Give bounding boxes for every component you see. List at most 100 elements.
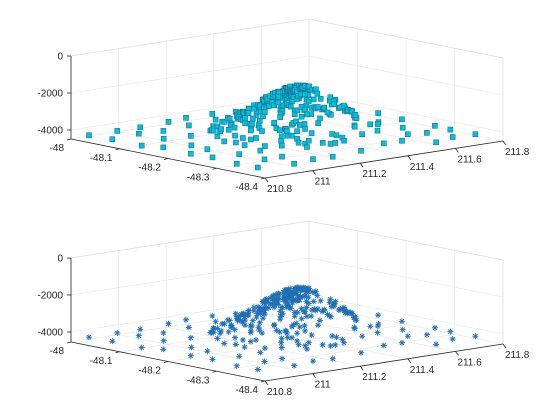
data-point <box>298 305 305 312</box>
data-point <box>269 301 276 308</box>
data-point <box>447 328 454 335</box>
data-point <box>265 103 272 109</box>
data-point <box>250 307 257 314</box>
data-point <box>329 355 336 362</box>
data-points <box>86 82 479 171</box>
data-point <box>221 320 228 327</box>
data-point <box>329 153 336 160</box>
data-point <box>253 135 259 141</box>
data-point <box>288 334 295 341</box>
data-point <box>314 305 321 312</box>
data-point <box>160 329 167 336</box>
data-point <box>160 128 167 134</box>
data-point <box>314 104 321 110</box>
data-point <box>333 334 340 341</box>
data-point <box>298 315 305 322</box>
data-point <box>137 124 143 131</box>
data-point <box>341 137 347 144</box>
y-tick-label: 211.4 <box>410 162 435 173</box>
data-point <box>221 119 228 125</box>
data-point <box>185 324 192 331</box>
data-point <box>187 334 194 341</box>
data-point <box>279 355 286 362</box>
data-point <box>367 323 374 330</box>
data-point <box>424 130 430 136</box>
seamount-scatter-plot-bottom[interactable]: -48 -48.1 -48.2 -48.3 -48.4 210.8 211 211.2 211.… <box>37 220 530 398</box>
data-point <box>186 122 192 129</box>
x-tick-label: -48.1 <box>90 356 113 367</box>
data-point <box>221 340 228 347</box>
data-point <box>236 151 242 157</box>
data-point <box>248 127 254 134</box>
data-point <box>239 336 246 343</box>
data-point <box>310 156 316 162</box>
data-point <box>433 341 440 348</box>
data-point <box>319 341 326 348</box>
data-point <box>188 133 194 139</box>
y-tick-label: 210.8 <box>267 387 292 398</box>
data-point <box>316 317 323 324</box>
data-point <box>359 131 365 137</box>
data-point <box>284 334 291 341</box>
data-point <box>308 332 315 339</box>
data-point <box>305 137 312 144</box>
data-point <box>247 329 254 336</box>
data-point <box>136 130 142 137</box>
data-point <box>352 112 359 118</box>
data-point <box>271 321 278 328</box>
data-point <box>310 96 317 103</box>
data-point <box>137 326 144 333</box>
data-point <box>204 348 211 355</box>
data-point <box>234 161 240 167</box>
data-point <box>259 128 265 134</box>
data-point <box>404 333 411 340</box>
data-point <box>380 342 387 349</box>
data-point <box>218 328 225 335</box>
y-tick-label: 211 <box>315 380 331 391</box>
data-point <box>321 306 328 313</box>
data-point <box>331 101 337 107</box>
data-point <box>240 135 246 141</box>
data-point <box>319 140 326 146</box>
data-point <box>245 312 252 319</box>
x-tick-label: -48.2 <box>138 163 161 174</box>
axis-lines <box>70 56 504 179</box>
x-tick-label: -48 <box>50 143 65 154</box>
data-point <box>221 138 227 145</box>
data-point <box>241 142 248 148</box>
data-point <box>233 139 239 146</box>
data-point <box>374 127 381 134</box>
seamount-scatter-plot-top[interactable]: -48 -48.1 -48.2 -48.3 -48.4 210.8 211 211.2 211.… <box>37 18 530 195</box>
data-point <box>254 366 261 373</box>
data-point <box>261 358 268 365</box>
data-point <box>261 345 268 352</box>
data-point <box>380 140 387 147</box>
y-tick-label: 211.2 <box>362 169 387 180</box>
data-point <box>278 339 285 346</box>
data-point <box>351 123 358 130</box>
data-point <box>218 126 224 132</box>
data-point <box>214 335 221 342</box>
data-point <box>294 128 300 134</box>
z-tick-label: 0 <box>57 52 63 63</box>
data-point <box>109 136 116 142</box>
data-point <box>308 130 315 136</box>
data-point <box>279 304 286 311</box>
data-point <box>242 120 248 127</box>
data-point <box>296 122 303 128</box>
data-point <box>472 333 479 340</box>
data-point <box>109 338 116 345</box>
data-point <box>398 339 405 346</box>
data-point <box>85 334 92 341</box>
data-point <box>261 311 268 318</box>
data-point <box>212 116 219 123</box>
data-point <box>399 116 405 123</box>
data-point <box>231 124 238 131</box>
data-point <box>209 111 216 117</box>
data-point <box>352 313 359 320</box>
x-tick-label: -48 <box>50 346 65 357</box>
data-point <box>232 341 239 348</box>
data-point <box>284 128 290 134</box>
data-point <box>295 341 302 348</box>
data-point <box>265 304 272 311</box>
